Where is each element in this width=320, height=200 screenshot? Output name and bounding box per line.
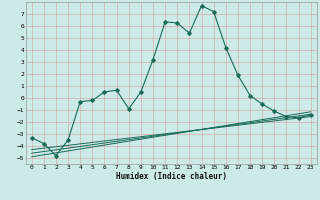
- X-axis label: Humidex (Indice chaleur): Humidex (Indice chaleur): [116, 172, 227, 181]
